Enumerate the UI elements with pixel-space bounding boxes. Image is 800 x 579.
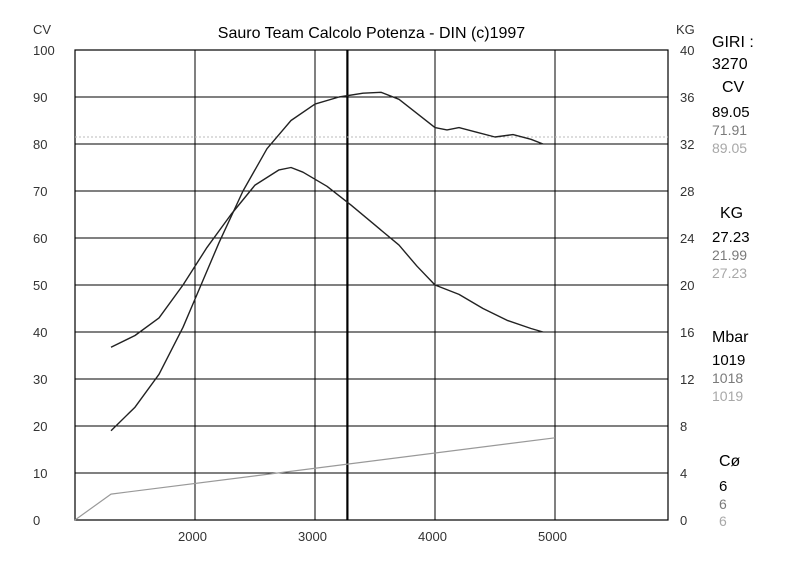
y-right-tick-label: 0 bbox=[680, 513, 687, 528]
y-right-tick-label: 28 bbox=[680, 184, 694, 199]
y-right-tick-label: 16 bbox=[680, 325, 694, 340]
x-tick-label: 5000 bbox=[538, 529, 567, 544]
mbar-label: Mbar bbox=[712, 329, 749, 346]
cv-value-3: 89.05 bbox=[712, 140, 748, 156]
torque-curve bbox=[110, 166, 544, 348]
y-left-tick-label: 80 bbox=[33, 137, 47, 152]
kg-value-3: 27.23 bbox=[712, 265, 748, 281]
y-left-tick-label: 0 bbox=[33, 513, 40, 528]
x-tick-label: 3000 bbox=[298, 529, 327, 544]
y-right-tick-label: 32 bbox=[680, 137, 694, 152]
c-value-2: 6 bbox=[719, 496, 727, 512]
y-left-tick-label: 50 bbox=[33, 278, 47, 293]
c-value-1: 6 bbox=[719, 478, 728, 495]
cv-value-1: 89.05 bbox=[712, 104, 750, 121]
c-value-3: 6 bbox=[719, 513, 727, 529]
y-right-tick-label: 20 bbox=[680, 278, 694, 293]
baseline-curve bbox=[74, 437, 556, 521]
mbar-value-1: 1019 bbox=[712, 352, 746, 369]
y-left-unit: CV bbox=[33, 22, 51, 37]
y-right-tick-label: 12 bbox=[680, 372, 694, 387]
y-right-tick-label: 4 bbox=[680, 466, 687, 481]
y-left-tick-label: 10 bbox=[33, 466, 47, 481]
y-left-tick-label: 60 bbox=[33, 231, 47, 246]
chart-title: Sauro Team Calcolo Potenza - DIN (c)1997 bbox=[218, 25, 526, 42]
rpm-value: 3270 bbox=[712, 56, 748, 73]
y-left-tick-label: 100 bbox=[33, 43, 55, 58]
c-label: Cø bbox=[719, 453, 741, 470]
x-tick-label: 4000 bbox=[418, 529, 447, 544]
mbar-value-3: 1019 bbox=[712, 388, 744, 404]
y-right-tick-label: 8 bbox=[680, 419, 687, 434]
y-left-tick-label: 40 bbox=[33, 325, 47, 340]
kg-value-2: 21.99 bbox=[712, 247, 748, 263]
rpm-label: GIRI : bbox=[712, 34, 754, 51]
y-left-tick-label: 20 bbox=[33, 419, 47, 434]
y-left-tick-label: 30 bbox=[33, 372, 47, 387]
y-right-tick-label: 24 bbox=[680, 231, 694, 246]
kg-value-1: 27.23 bbox=[712, 229, 750, 246]
cv-label: CV bbox=[722, 79, 745, 96]
kg-label: KG bbox=[720, 205, 744, 222]
power-curve bbox=[110, 91, 544, 432]
y-right-unit: KG bbox=[676, 22, 695, 37]
x-tick-label: 2000 bbox=[178, 529, 207, 544]
y-right-tick-label: 36 bbox=[680, 90, 694, 105]
y-left-tick-label: 90 bbox=[33, 90, 47, 105]
cv-value-2: 71.91 bbox=[712, 122, 748, 138]
y-left-tick-label: 70 bbox=[33, 184, 47, 199]
y-right-tick-label: 40 bbox=[680, 43, 694, 58]
mbar-value-2: 1018 bbox=[712, 370, 744, 386]
